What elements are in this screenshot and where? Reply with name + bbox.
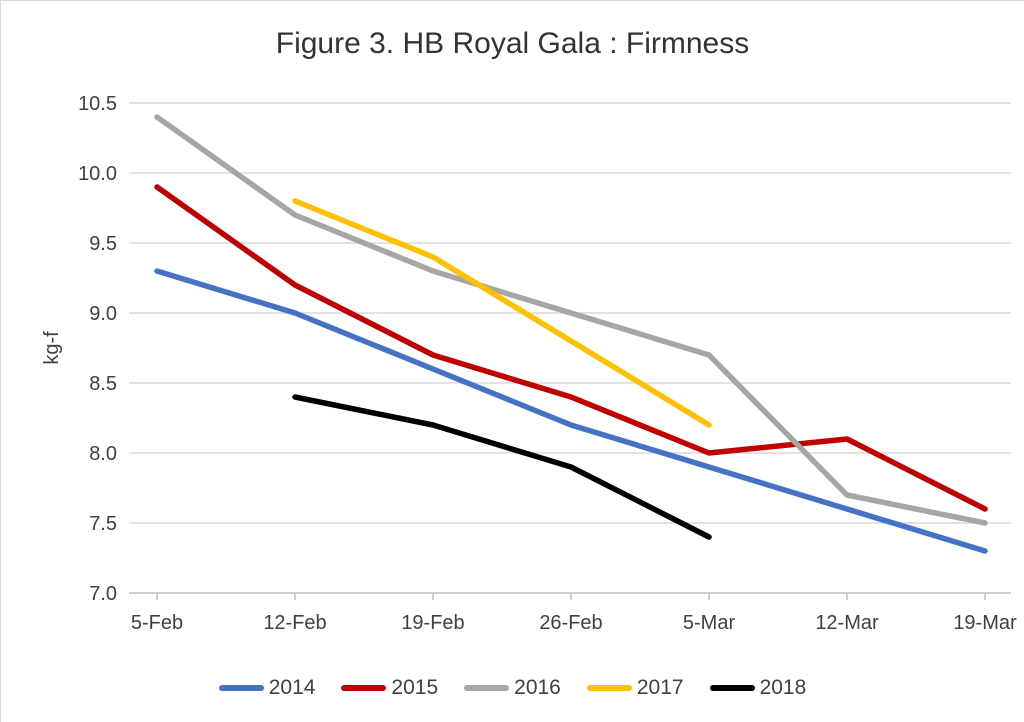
legend-item-2016: 2016	[464, 676, 561, 700]
series-line-2017	[292, 198, 712, 428]
y-tick-label: 10.5	[78, 93, 117, 115]
x-tick-label: 12-Mar	[815, 612, 879, 634]
legend-swatch-2018	[709, 685, 755, 691]
legend-label: 2016	[514, 676, 561, 699]
y-axis-title: kg-f	[41, 331, 63, 365]
chart-legend: 2014 2015 2016 2017 2018	[1, 676, 1024, 700]
x-tick-label: 5-Mar	[683, 612, 736, 634]
legend-swatch-2015	[341, 685, 387, 691]
legend-label: 2017	[636, 676, 684, 699]
y-tick-label: 10.0	[78, 163, 117, 185]
legend-swatch-2017	[586, 685, 632, 691]
x-tick-label: 19-Feb	[401, 612, 464, 634]
legend-item-2015: 2015	[341, 676, 438, 700]
x-tick-label: 26-Feb	[539, 612, 602, 634]
series-line-2014	[154, 268, 988, 554]
legend-label: 2018	[759, 676, 807, 699]
legend-swatch-2014	[218, 685, 264, 691]
y-tick-label: 9.5	[89, 233, 117, 255]
legend-item-2018: 2018	[709, 676, 807, 700]
series-line-2015	[154, 184, 988, 512]
y-tick-label: 8.5	[89, 373, 117, 395]
legend-label: 2014	[268, 676, 316, 699]
y-tick-label: 9.0	[89, 303, 117, 325]
chart-title: Figure 3. HB Royal Gala : Firmness	[275, 27, 750, 60]
legend-item-2014: 2014	[218, 676, 316, 700]
series-line-2018	[292, 394, 712, 540]
x-tick-label: 5-Feb	[131, 612, 183, 634]
legend-item-2017: 2017	[586, 676, 684, 700]
y-tick-label: 7.5	[89, 513, 117, 535]
y-tick-label: 7.0	[89, 583, 117, 605]
x-tick-label: 19-Mar	[953, 612, 1017, 634]
legend-swatch-2016	[464, 685, 510, 691]
legend-label: 2015	[391, 676, 439, 699]
y-tick-label: 8.0	[89, 443, 117, 465]
series-line-2016	[154, 114, 988, 526]
x-tick-label: 12-Feb	[263, 612, 326, 634]
